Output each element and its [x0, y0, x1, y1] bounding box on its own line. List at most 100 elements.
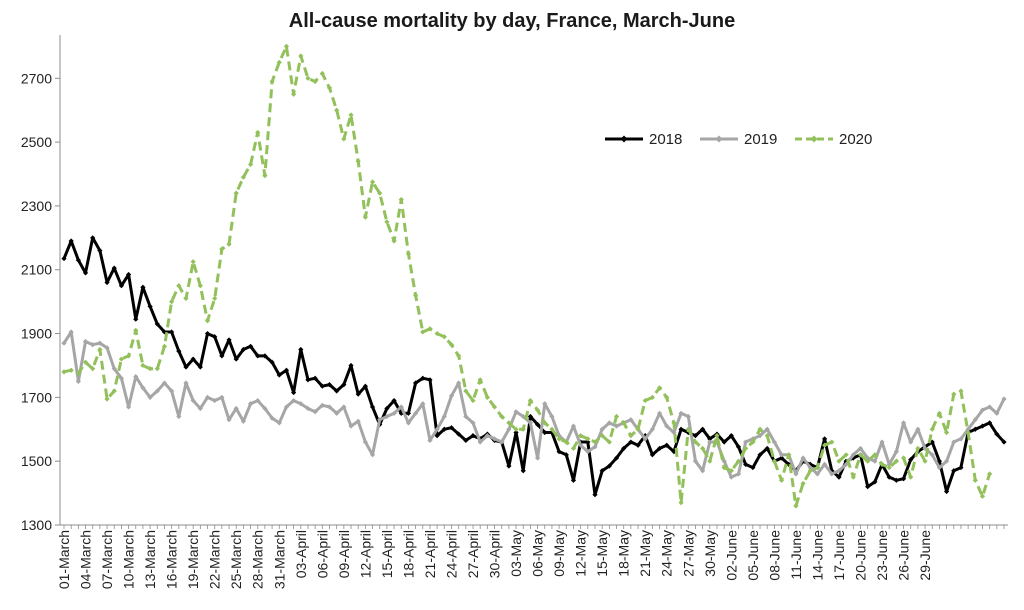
data-point	[183, 364, 189, 370]
data-point	[606, 439, 612, 445]
y-tick-label: 1300	[21, 517, 52, 533]
data-point	[405, 251, 412, 257]
data-point	[283, 367, 290, 373]
data-point	[240, 346, 246, 353]
data-point	[154, 388, 160, 394]
data-point	[427, 377, 433, 383]
y-tick-label: 2100	[21, 262, 52, 278]
data-point	[656, 410, 663, 416]
data-point	[850, 474, 856, 480]
data-point	[606, 420, 612, 426]
data-point	[104, 396, 110, 402]
data-point	[692, 433, 699, 439]
data-point	[542, 429, 548, 436]
x-tick-label: 04-March	[78, 530, 94, 589]
data-point	[843, 461, 849, 467]
data-point	[513, 429, 519, 436]
data-point	[700, 445, 706, 452]
data-point	[276, 420, 282, 426]
data-point	[190, 259, 196, 265]
data-point	[707, 458, 713, 464]
data-point	[606, 463, 612, 469]
data-point	[420, 375, 426, 381]
data-point	[405, 420, 412, 426]
data-point	[979, 493, 986, 499]
data-point	[671, 429, 677, 436]
data-point	[463, 437, 469, 444]
data-point	[700, 468, 706, 474]
data-point	[384, 219, 390, 225]
data-point	[434, 330, 440, 337]
data-point	[613, 423, 620, 429]
data-point	[757, 452, 763, 458]
data-point	[176, 413, 182, 420]
data-point	[169, 388, 175, 394]
data-point	[140, 284, 146, 290]
x-tick-label: 28-March	[250, 530, 266, 589]
data-point	[843, 452, 849, 458]
data-point	[240, 418, 246, 424]
data-point	[104, 279, 110, 286]
x-tick-label: 14-June	[809, 530, 825, 581]
data-point	[499, 413, 505, 420]
data-point	[362, 214, 368, 220]
data-point	[520, 468, 526, 474]
data-point	[133, 316, 139, 322]
data-point	[951, 439, 957, 445]
data-point	[520, 413, 526, 420]
data-point	[90, 342, 96, 348]
data-point	[477, 377, 483, 383]
data-point	[348, 362, 354, 369]
data-point	[857, 445, 864, 452]
data-point	[319, 70, 325, 77]
data-point	[886, 474, 892, 480]
data-point	[319, 402, 325, 408]
data-point	[427, 437, 433, 444]
data-point	[341, 382, 347, 388]
data-point	[499, 439, 505, 445]
data-point	[291, 397, 297, 404]
y-tick-label: 2700	[21, 70, 52, 86]
data-point	[255, 397, 261, 404]
data-point	[642, 436, 648, 442]
data-point	[97, 346, 103, 353]
data-point	[807, 468, 813, 474]
data-point	[226, 337, 232, 343]
data-point	[872, 452, 878, 458]
data-point	[161, 329, 168, 335]
data-point	[692, 439, 699, 445]
data-point	[212, 334, 218, 340]
data-point	[585, 436, 591, 442]
data-point	[448, 393, 455, 399]
data-point	[735, 444, 742, 450]
data-point	[161, 380, 168, 386]
data-point	[671, 420, 677, 426]
data-point	[398, 404, 404, 410]
data-point	[556, 433, 562, 439]
data-point	[592, 492, 598, 498]
data-point	[764, 426, 770, 432]
data-point	[534, 455, 541, 461]
data-point	[886, 461, 892, 467]
data-point	[369, 179, 376, 185]
data-point	[743, 461, 749, 467]
data-point	[334, 107, 340, 113]
legend-label-2020: 2020	[839, 131, 872, 148]
data-point	[384, 413, 390, 420]
data-point	[908, 474, 914, 480]
data-point	[807, 464, 813, 471]
data-point	[656, 445, 663, 452]
data-point	[441, 334, 447, 340]
data-point	[814, 464, 821, 471]
x-tick-label: 27-May	[680, 530, 696, 577]
data-point	[958, 464, 964, 471]
data-point	[140, 362, 146, 369]
data-point	[865, 458, 871, 464]
data-point	[90, 366, 96, 372]
data-point	[599, 426, 605, 432]
data-point	[829, 471, 835, 477]
data-point	[721, 439, 727, 445]
data-point	[204, 394, 211, 400]
data-point	[204, 318, 211, 324]
y-tick-label: 1700	[21, 389, 52, 405]
